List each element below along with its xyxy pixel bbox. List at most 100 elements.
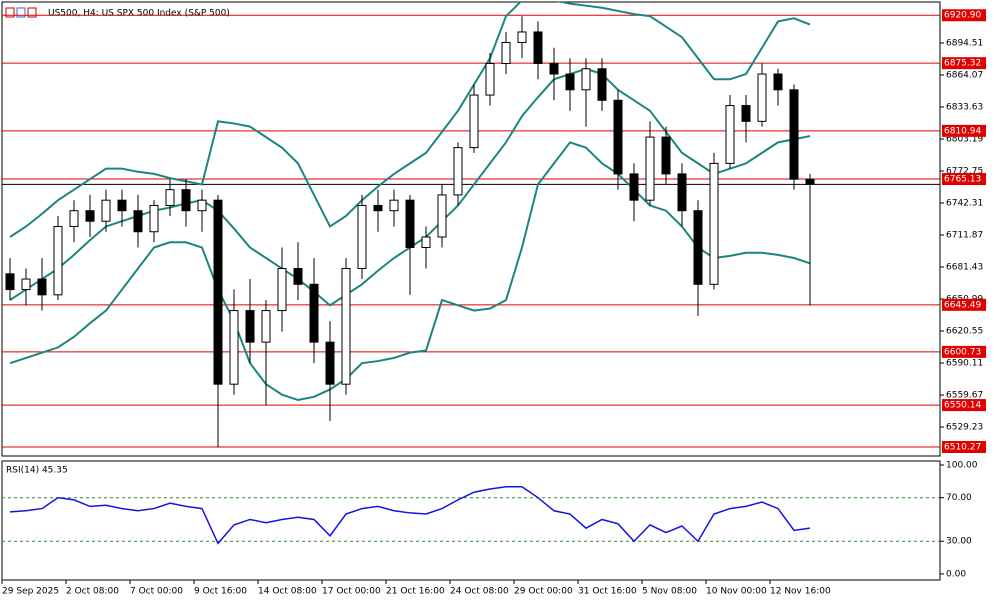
candle-body bbox=[501, 41, 511, 65]
candle-body bbox=[69, 210, 79, 227]
candle-body bbox=[389, 199, 399, 212]
candle-body bbox=[309, 283, 319, 343]
candle-body bbox=[117, 199, 127, 212]
candle-body bbox=[453, 147, 463, 196]
y-tick-label: 6833.63 bbox=[946, 103, 983, 113]
y-tick-label: 6620.55 bbox=[946, 327, 983, 337]
candle-body bbox=[805, 178, 815, 185]
x-tick-label: 14 Oct 08:00 bbox=[258, 587, 317, 597]
candle-body bbox=[469, 94, 479, 149]
x-tick-label: 7 Oct 00:00 bbox=[130, 587, 183, 597]
y-tick-label: 6590.11 bbox=[946, 359, 983, 369]
level-label: 6510.27 bbox=[944, 442, 981, 452]
symbol-title: US500, H4: US SPX 500 Index (S&P 500) bbox=[48, 9, 230, 19]
rsi-title: RSI(14) 45.35 bbox=[6, 466, 68, 476]
candle-body bbox=[37, 278, 47, 296]
candle-body bbox=[325, 341, 335, 385]
bollinger-band bbox=[9, 141, 811, 401]
y-tick-label: 6803.19 bbox=[946, 135, 983, 145]
candle-body bbox=[165, 189, 175, 206]
y-tick-label: 100.00 bbox=[946, 461, 978, 471]
candle-body bbox=[549, 63, 559, 75]
level-tag bbox=[942, 399, 986, 412]
candle-body bbox=[725, 105, 735, 164]
x-tick-label: 17 Oct 00:00 bbox=[322, 587, 381, 597]
candle-body bbox=[485, 63, 495, 96]
x-tick-label: 9 Oct 16:00 bbox=[194, 587, 247, 597]
level-label: 6645.49 bbox=[944, 300, 981, 310]
level-tag bbox=[942, 124, 986, 137]
bollinger-band bbox=[9, 2, 811, 238]
candle-body bbox=[581, 68, 591, 91]
candle-body bbox=[789, 89, 799, 180]
level-label: 6600.73 bbox=[944, 347, 981, 357]
x-tick-label: 31 Oct 16:00 bbox=[578, 587, 637, 597]
x-tick-label: 5 Nov 08:00 bbox=[642, 587, 697, 597]
level-tag bbox=[942, 345, 986, 358]
candle-body bbox=[437, 194, 447, 238]
candle-body bbox=[677, 173, 687, 212]
candle-body bbox=[197, 199, 207, 212]
candle-body bbox=[741, 105, 751, 122]
axes: 6894.51 6864.07 6833.63 6803.19 6772.75 6742.… bbox=[1, 9, 986, 597]
level-label: 6875.32 bbox=[944, 59, 981, 69]
candle-body bbox=[613, 99, 623, 175]
candle-body bbox=[181, 189, 191, 212]
rsi-panel bbox=[1, 460, 941, 581]
y-tick-label: 0.00 bbox=[946, 569, 966, 579]
rsi-plot bbox=[2, 486, 940, 545]
level-label: 6920.90 bbox=[944, 11, 981, 21]
candle-body bbox=[133, 210, 143, 233]
level-label: 6550.14 bbox=[944, 401, 981, 411]
candle-body bbox=[229, 310, 239, 385]
y-tick-label: 70.00 bbox=[946, 493, 972, 503]
candle-body bbox=[149, 204, 159, 233]
candle-body bbox=[5, 273, 15, 291]
level-tag bbox=[942, 57, 986, 70]
candle-body bbox=[373, 204, 383, 212]
level-label: 6810.94 bbox=[944, 126, 981, 136]
candle-body bbox=[85, 210, 95, 222]
candle-body bbox=[21, 278, 31, 291]
main-plot bbox=[2, 2, 940, 448]
candle-body bbox=[709, 162, 719, 285]
x-tick-label: 24 Oct 08:00 bbox=[450, 587, 509, 597]
level-tag bbox=[942, 298, 986, 311]
candle-body bbox=[405, 199, 415, 249]
candle-body bbox=[661, 136, 671, 175]
candle-body bbox=[565, 73, 575, 91]
candle-body bbox=[213, 199, 223, 385]
x-tick-label: 29 Oct 00:00 bbox=[514, 587, 573, 597]
candle-body bbox=[629, 173, 639, 201]
x-tick-label: 12 Nov 16:00 bbox=[770, 587, 831, 597]
x-tick-label: 2 Oct 08:00 bbox=[66, 587, 119, 597]
x-tick-label: 21 Oct 16:00 bbox=[386, 587, 445, 597]
y-tick-label: 6864.07 bbox=[946, 70, 983, 80]
y-tick-label: 6742.31 bbox=[946, 199, 983, 209]
level-tag bbox=[942, 440, 986, 453]
main-panel bbox=[1, 1, 941, 457]
candle-body bbox=[693, 210, 703, 285]
candle-body bbox=[277, 268, 287, 312]
candle-body bbox=[245, 310, 255, 343]
toolbar-icons bbox=[5, 7, 37, 18]
candle-body bbox=[357, 204, 367, 270]
level-label: 6765.13 bbox=[944, 175, 981, 185]
y-tick-label: 6529.23 bbox=[946, 423, 983, 433]
y-tick-label: 6681.43 bbox=[946, 263, 983, 273]
rsi-line bbox=[9, 486, 811, 545]
candle-body bbox=[517, 31, 527, 43]
x-tick-label: 10 Nov 00:00 bbox=[706, 587, 767, 597]
candle-body bbox=[421, 236, 431, 249]
candle-body bbox=[341, 268, 351, 385]
y-tick-label: 6894.51 bbox=[946, 38, 983, 48]
y-tick-label: 6772.75 bbox=[946, 167, 983, 177]
candle-body bbox=[533, 31, 543, 65]
candle-body bbox=[101, 199, 111, 222]
level-tag bbox=[942, 9, 986, 22]
y-tick-label: 6711.87 bbox=[946, 231, 983, 241]
x-tick-label: 29 Sep 2025 bbox=[2, 587, 59, 597]
candle-body bbox=[597, 68, 607, 101]
candle-body bbox=[53, 225, 63, 296]
